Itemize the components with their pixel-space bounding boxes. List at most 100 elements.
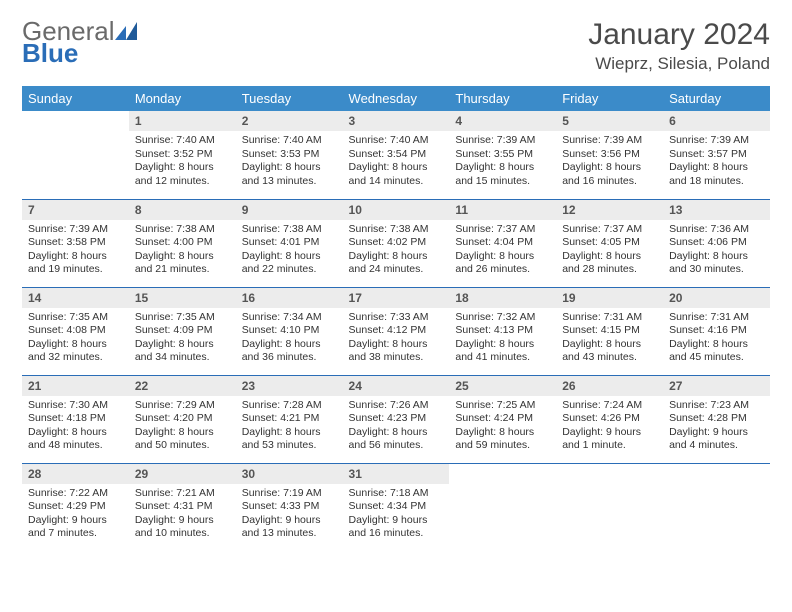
- sunset-text: Sunset: 4:09 PM: [135, 324, 230, 338]
- calendar-day-cell: 1Sunrise: 7:40 AMSunset: 3:52 PMDaylight…: [129, 111, 236, 199]
- calendar-day-cell: [22, 111, 129, 199]
- calendar-week-row: 1Sunrise: 7:40 AMSunset: 3:52 PMDaylight…: [22, 111, 770, 199]
- calendar-day-cell: [449, 463, 556, 551]
- sunrise-text: Sunrise: 7:26 AM: [349, 399, 444, 413]
- sunset-text: Sunset: 4:33 PM: [242, 500, 337, 514]
- day-details: Sunrise: 7:30 AMSunset: 4:18 PMDaylight:…: [22, 396, 129, 460]
- calendar-day-cell: 30Sunrise: 7:19 AMSunset: 4:33 PMDayligh…: [236, 463, 343, 551]
- daylight-text: Daylight: 8 hours and 45 minutes.: [669, 338, 764, 365]
- day-number: 5: [556, 111, 663, 131]
- calendar-day-cell: 21Sunrise: 7:30 AMSunset: 4:18 PMDayligh…: [22, 375, 129, 463]
- day-number: 25: [449, 376, 556, 396]
- day-number: 19: [556, 288, 663, 308]
- calendar-day-cell: 27Sunrise: 7:23 AMSunset: 4:28 PMDayligh…: [663, 375, 770, 463]
- sunrise-text: Sunrise: 7:34 AM: [242, 311, 337, 325]
- title-block: January 2024 Wieprz, Silesia, Poland: [588, 18, 770, 74]
- day-details: Sunrise: 7:32 AMSunset: 4:13 PMDaylight:…: [449, 308, 556, 372]
- day-number: 7: [22, 200, 129, 220]
- day-details: Sunrise: 7:37 AMSunset: 4:05 PMDaylight:…: [556, 220, 663, 284]
- sunrise-text: Sunrise: 7:38 AM: [135, 223, 230, 237]
- calendar-week-row: 21Sunrise: 7:30 AMSunset: 4:18 PMDayligh…: [22, 375, 770, 463]
- calendar-day-cell: 18Sunrise: 7:32 AMSunset: 4:13 PMDayligh…: [449, 287, 556, 375]
- sunrise-text: Sunrise: 7:19 AM: [242, 487, 337, 501]
- daylight-text: Daylight: 8 hours and 36 minutes.: [242, 338, 337, 365]
- day-details: Sunrise: 7:25 AMSunset: 4:24 PMDaylight:…: [449, 396, 556, 460]
- day-number: 15: [129, 288, 236, 308]
- daylight-text: Daylight: 8 hours and 38 minutes.: [349, 338, 444, 365]
- sunset-text: Sunset: 4:06 PM: [669, 236, 764, 250]
- day-number: 27: [663, 376, 770, 396]
- day-header: Tuesday: [236, 86, 343, 111]
- calendar-head: SundayMondayTuesdayWednesdayThursdayFrid…: [22, 86, 770, 111]
- daylight-text: Daylight: 8 hours and 18 minutes.: [669, 161, 764, 188]
- day-number: 2: [236, 111, 343, 131]
- day-number: [556, 464, 663, 484]
- sunrise-text: Sunrise: 7:30 AM: [28, 399, 123, 413]
- sunrise-text: Sunrise: 7:21 AM: [135, 487, 230, 501]
- day-number: 21: [22, 376, 129, 396]
- sunrise-text: Sunrise: 7:28 AM: [242, 399, 337, 413]
- day-details: Sunrise: 7:36 AMSunset: 4:06 PMDaylight:…: [663, 220, 770, 284]
- day-number: 20: [663, 288, 770, 308]
- logo-mark-icon: [115, 22, 137, 40]
- day-number: 14: [22, 288, 129, 308]
- day-number: 23: [236, 376, 343, 396]
- calendar-day-cell: 11Sunrise: 7:37 AMSunset: 4:04 PMDayligh…: [449, 199, 556, 287]
- sunset-text: Sunset: 3:58 PM: [28, 236, 123, 250]
- daylight-text: Daylight: 8 hours and 13 minutes.: [242, 161, 337, 188]
- day-number: 30: [236, 464, 343, 484]
- day-details: Sunrise: 7:37 AMSunset: 4:04 PMDaylight:…: [449, 220, 556, 284]
- day-number: 24: [343, 376, 450, 396]
- calendar-table: SundayMondayTuesdayWednesdayThursdayFrid…: [22, 86, 770, 551]
- daylight-text: Daylight: 8 hours and 21 minutes.: [135, 250, 230, 277]
- calendar-day-cell: 13Sunrise: 7:36 AMSunset: 4:06 PMDayligh…: [663, 199, 770, 287]
- day-details: Sunrise: 7:39 AMSunset: 3:58 PMDaylight:…: [22, 220, 129, 284]
- sunrise-text: Sunrise: 7:37 AM: [562, 223, 657, 237]
- calendar-day-cell: [556, 463, 663, 551]
- calendar-day-cell: 7Sunrise: 7:39 AMSunset: 3:58 PMDaylight…: [22, 199, 129, 287]
- calendar-day-cell: 17Sunrise: 7:33 AMSunset: 4:12 PMDayligh…: [343, 287, 450, 375]
- sunrise-text: Sunrise: 7:39 AM: [455, 134, 550, 148]
- calendar-day-cell: 6Sunrise: 7:39 AMSunset: 3:57 PMDaylight…: [663, 111, 770, 199]
- day-header: Wednesday: [343, 86, 450, 111]
- daylight-text: Daylight: 9 hours and 10 minutes.: [135, 514, 230, 541]
- sunset-text: Sunset: 4:20 PM: [135, 412, 230, 426]
- calendar-day-cell: 19Sunrise: 7:31 AMSunset: 4:15 PMDayligh…: [556, 287, 663, 375]
- sunrise-text: Sunrise: 7:24 AM: [562, 399, 657, 413]
- month-title: January 2024: [588, 18, 770, 52]
- calendar-day-cell: 2 Sunrise: 7:40 AMSunset: 3:53 PMDaylight…: [236, 111, 343, 199]
- sunset-text: Sunset: 4:34 PM: [349, 500, 444, 514]
- calendar-day-cell: 23Sunrise: 7:28 AMSunset: 4:21 PMDayligh…: [236, 375, 343, 463]
- sunset-text: Sunset: 4:28 PM: [669, 412, 764, 426]
- calendar-week-row: 7Sunrise: 7:39 AMSunset: 3:58 PMDaylight…: [22, 199, 770, 287]
- sunrise-text: Sunrise: 7:40 AM: [242, 134, 337, 148]
- sunset-text: Sunset: 4:02 PM: [349, 236, 444, 250]
- day-details: Sunrise: 7:22 AMSunset: 4:29 PMDaylight:…: [22, 484, 129, 548]
- day-number: 11: [449, 200, 556, 220]
- daylight-text: Daylight: 8 hours and 12 minutes.: [135, 161, 230, 188]
- calendar-day-cell: 5Sunrise: 7:39 AMSunset: 3:56 PMDaylight…: [556, 111, 663, 199]
- sunset-text: Sunset: 4:21 PM: [242, 412, 337, 426]
- daylight-text: Daylight: 8 hours and 50 minutes.: [135, 426, 230, 453]
- calendar-week-row: 14Sunrise: 7:35 AMSunset: 4:08 PMDayligh…: [22, 287, 770, 375]
- sunset-text: Sunset: 4:31 PM: [135, 500, 230, 514]
- calendar-day-cell: 4Sunrise: 7:39 AMSunset: 3:55 PMDaylight…: [449, 111, 556, 199]
- sunrise-text: Sunrise: 7:38 AM: [242, 223, 337, 237]
- sunset-text: Sunset: 4:15 PM: [562, 324, 657, 338]
- sunrise-text: Sunrise: 7:33 AM: [349, 311, 444, 325]
- day-details: Sunrise: 7:39 AMSunset: 3:57 PMDaylight:…: [663, 131, 770, 195]
- daylight-text: Daylight: 8 hours and 59 minutes.: [455, 426, 550, 453]
- day-number: 6: [663, 111, 770, 131]
- calendar-day-cell: 22Sunrise: 7:29 AMSunset: 4:20 PMDayligh…: [129, 375, 236, 463]
- daylight-text: Daylight: 9 hours and 16 minutes.: [349, 514, 444, 541]
- sunrise-text: Sunrise: 7:39 AM: [562, 134, 657, 148]
- day-number: [663, 464, 770, 484]
- daylight-text: Daylight: 8 hours and 41 minutes.: [455, 338, 550, 365]
- sunset-text: Sunset: 3:53 PM: [242, 148, 337, 162]
- sunset-text: Sunset: 4:01 PM: [242, 236, 337, 250]
- sunrise-text: Sunrise: 7:38 AM: [349, 223, 444, 237]
- sunset-text: Sunset: 4:29 PM: [28, 500, 123, 514]
- day-number: 18: [449, 288, 556, 308]
- day-number: 17: [343, 288, 450, 308]
- sunrise-text: Sunrise: 7:31 AM: [669, 311, 764, 325]
